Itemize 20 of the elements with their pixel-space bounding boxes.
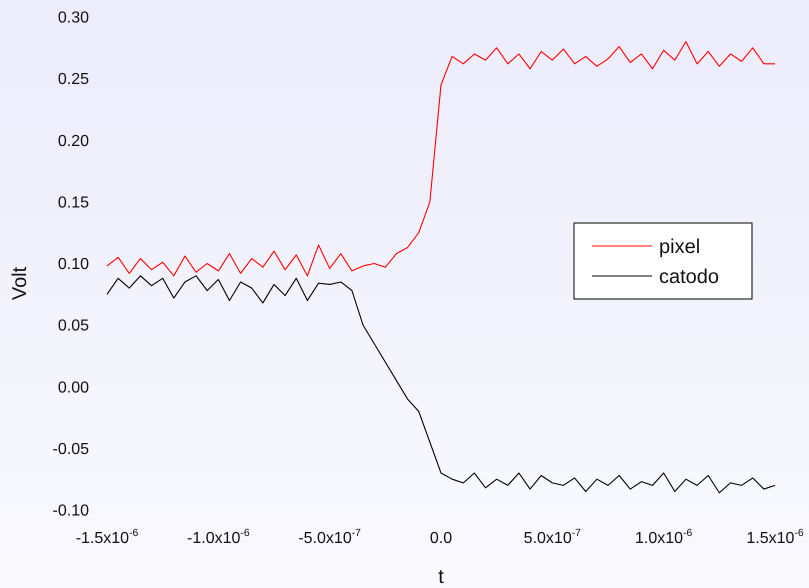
y-tick-label: 0.10	[58, 256, 90, 274]
x-tick-label: -1.0x10$^{-6}$	[187, 528, 250, 547]
y-tick-label: 0.20	[58, 132, 90, 150]
y-axis-title: Volt	[9, 266, 31, 300]
y-tick-label: 0.30	[58, 10, 90, 27]
x-tick-label: 1.5x10$^{-6}$	[746, 528, 804, 547]
legend-label: pixel	[659, 236, 700, 258]
y-tick-label: 0.00	[58, 379, 90, 396]
y-tick-label: 0.15	[58, 194, 90, 212]
y-tick-label: 0.05	[58, 318, 90, 335]
legend-label: catodo	[659, 266, 720, 288]
y-tick-label: -0.10	[52, 502, 90, 520]
x-axis-title: t	[438, 566, 444, 588]
x-tick-label: -5.0x10$^{-7}$	[298, 528, 362, 547]
y-tick-label: -0.05	[52, 440, 90, 458]
y-tick-label: 0.25	[58, 71, 90, 88]
x-tick-label: 5.0x10$^{-7}$	[524, 528, 582, 547]
x-tick-label: -1.5x10$^{-6}$	[76, 528, 139, 547]
x-tick-label: 0.0	[430, 530, 452, 547]
x-tick-label: 1.0x10$^{-6}$	[635, 528, 693, 547]
